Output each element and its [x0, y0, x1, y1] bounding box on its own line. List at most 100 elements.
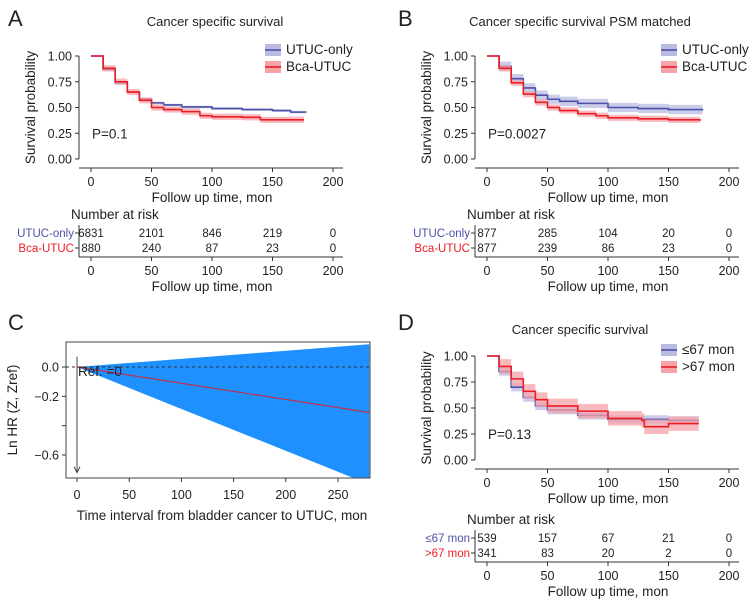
- risk-count: 20: [602, 548, 615, 560]
- hazard-ratio-line: [76, 366, 370, 414]
- risk-table-title: Number at risk: [467, 512, 555, 527]
- panel-a-km-plot: Cancer specific survival 0.00 0.25 0.50 0.75…: [17, 14, 353, 294]
- risk-row-label: Bca-UTUC: [18, 243, 74, 255]
- confidence-band-red: [487, 56, 700, 124]
- legend-label: >67 mon: [682, 359, 735, 374]
- y-tick-label: 0.50: [48, 101, 72, 115]
- y-tick-label: 0.75: [444, 376, 468, 390]
- x-tick-label: 50: [122, 488, 136, 502]
- x-tick-label: 200: [275, 488, 296, 502]
- risk-table-title: Number at risk: [467, 207, 555, 222]
- confidence-band-blue: [487, 356, 699, 425]
- risk-count: 104: [598, 228, 618, 240]
- risk-count: 0: [726, 243, 732, 255]
- risk-count: 239: [538, 243, 557, 255]
- risk-count: 877: [477, 243, 496, 255]
- risk-row-label: Bca-UTUC: [414, 243, 470, 255]
- risk-count: 0: [330, 228, 336, 240]
- y-tick-label: 0.75: [48, 75, 72, 89]
- risk-count: 157: [538, 533, 557, 545]
- panel-label-b: B: [398, 6, 413, 31]
- x-tick-label: 250: [328, 488, 349, 502]
- legend-label: UTUC-only: [682, 42, 749, 57]
- panel-c-hazard-ratio-plot: Ref. =0 0.0 −0.2 −0.6 Ln HR (Z, Zref) 0 50 100 1…: [5, 341, 371, 523]
- p-value: P=0.1: [92, 126, 128, 141]
- x-tick-label: 100: [171, 488, 192, 502]
- risk-count: 846: [202, 228, 221, 240]
- x-axis-label: Follow up time, mon: [548, 491, 669, 506]
- risk-count: 219: [263, 228, 282, 240]
- confidence-band: [77, 344, 370, 478]
- risk-x-tick-label: 100: [598, 264, 619, 278]
- risk-x-tick-label: 0: [484, 569, 491, 583]
- x-tick-label: 0: [484, 175, 491, 189]
- risk-x-axis-label: Follow up time, mon: [152, 279, 273, 294]
- risk-count: 0: [330, 243, 336, 255]
- risk-count: 0: [726, 548, 732, 560]
- x-axis-label: Time interval from bladder cancer to UTU…: [77, 508, 368, 523]
- risk-x-tick-label: 150: [658, 569, 679, 583]
- risk-x-tick-label: 50: [541, 569, 555, 583]
- plot-frame: [65, 341, 371, 479]
- p-value: P=0.13: [488, 427, 531, 442]
- risk-x-tick-label: 150: [262, 264, 283, 278]
- x-tick-label: 100: [598, 175, 619, 189]
- y-tick-label: 1.00: [48, 50, 72, 64]
- x-tick-label: 200: [719, 175, 740, 189]
- risk-count: 0: [726, 533, 732, 545]
- y-tick-label: −0.2: [34, 390, 59, 404]
- x-tick-label: 0: [484, 476, 491, 490]
- legend-label: ≤67 mon: [682, 342, 734, 357]
- x-tick-label: 50: [541, 175, 555, 189]
- risk-row-label: >67 mon: [425, 548, 470, 560]
- risk-count: 240: [142, 243, 161, 255]
- risk-x-tick-label: 0: [88, 264, 95, 278]
- risk-row-label: ≤67 mon: [425, 533, 470, 545]
- y-tick-label: 0.25: [48, 127, 72, 141]
- y-tick-label: 0.00: [444, 153, 468, 167]
- risk-row-label: UTUC-only: [17, 228, 74, 240]
- risk-x-tick-label: 200: [323, 264, 344, 278]
- y-tick-label: 0.25: [444, 428, 468, 442]
- x-tick-label: 0: [88, 175, 95, 189]
- chart-title: Cancer specific survival PSM matched: [469, 14, 691, 29]
- risk-count: 86: [602, 243, 615, 255]
- risk-count: 2101: [139, 228, 165, 240]
- risk-count: 880: [81, 243, 100, 255]
- risk-count: 83: [541, 548, 554, 560]
- risk-count: 877: [477, 228, 496, 240]
- y-tick-label: 1.00: [444, 350, 468, 364]
- risk-count: 2: [665, 548, 671, 560]
- risk-count: 0: [726, 228, 732, 240]
- x-axis-label: Follow up time, mon: [152, 190, 273, 205]
- x-tick-label: 150: [658, 175, 679, 189]
- y-axis-label: Survival probability: [23, 51, 38, 165]
- risk-count: 285: [538, 228, 557, 240]
- risk-x-tick-label: 150: [658, 264, 679, 278]
- confidence-band-red: [91, 56, 304, 123]
- y-axis-label: Survival probability: [419, 351, 434, 465]
- panel-d-km-plot: Cancer specific survival 0.00 0.25 0.50 0.75…: [419, 322, 739, 599]
- reference-label: Ref. =0: [78, 364, 122, 379]
- x-tick-label: 150: [262, 175, 283, 189]
- risk-count: 23: [662, 243, 675, 255]
- y-tick-label: 0.00: [48, 153, 72, 167]
- y-tick-label: −0.6: [34, 449, 59, 463]
- x-tick-label: 200: [323, 175, 344, 189]
- x-tick-label: 150: [223, 488, 244, 502]
- panel-label-d: D: [398, 310, 414, 335]
- risk-x-tick-label: 100: [202, 264, 223, 278]
- legend-label: UTUC-only: [286, 42, 353, 57]
- x-tick-label: 200: [719, 476, 740, 490]
- risk-x-tick-label: 100: [598, 569, 619, 583]
- chart-title: Cancer specific survival: [512, 322, 649, 337]
- y-tick-label: 0.00: [444, 454, 468, 468]
- x-tick-label: 100: [598, 476, 619, 490]
- y-tick-label: 1.00: [444, 50, 468, 64]
- y-tick-label: 0.75: [444, 75, 468, 89]
- risk-x-axis-label: Follow up time, mon: [548, 584, 669, 599]
- risk-count: 67: [602, 533, 615, 545]
- risk-x-tick-label: 200: [719, 569, 740, 583]
- risk-table-title: Number at risk: [71, 207, 159, 222]
- risk-count: 21: [662, 533, 675, 545]
